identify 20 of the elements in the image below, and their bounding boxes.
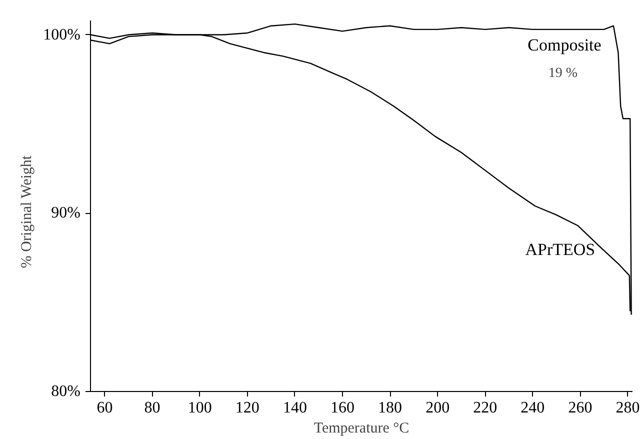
x-tick-label: 120: [235, 400, 260, 416]
y-tick-label: 80%: [51, 383, 80, 400]
y-tick-label: 90%: [51, 204, 80, 222]
y-axis-title: % Original Weight: [19, 154, 36, 268]
x-tick-label: 160: [330, 400, 354, 416]
y-tick-label: 100%: [43, 26, 80, 44]
x-tick-label: 140: [282, 400, 307, 416]
x-tick-label: 100: [188, 400, 212, 416]
series-label: Composite: [528, 35, 602, 54]
annotation: 19 %: [548, 66, 578, 82]
x-tick-label: 280: [616, 400, 640, 416]
x-tick-label: 60: [96, 400, 113, 416]
x-tick-label: 200: [426, 400, 450, 416]
series-label: APrTEOS: [525, 240, 596, 260]
x-tick-label: 80: [144, 400, 160, 416]
x-axis-title: Temperature °C: [314, 420, 410, 436]
x-tick-label: 180: [378, 400, 402, 416]
x-tick-label: 260: [568, 400, 592, 416]
x-tick-label: 220: [473, 400, 498, 416]
x-tick-label: 240: [520, 400, 545, 416]
